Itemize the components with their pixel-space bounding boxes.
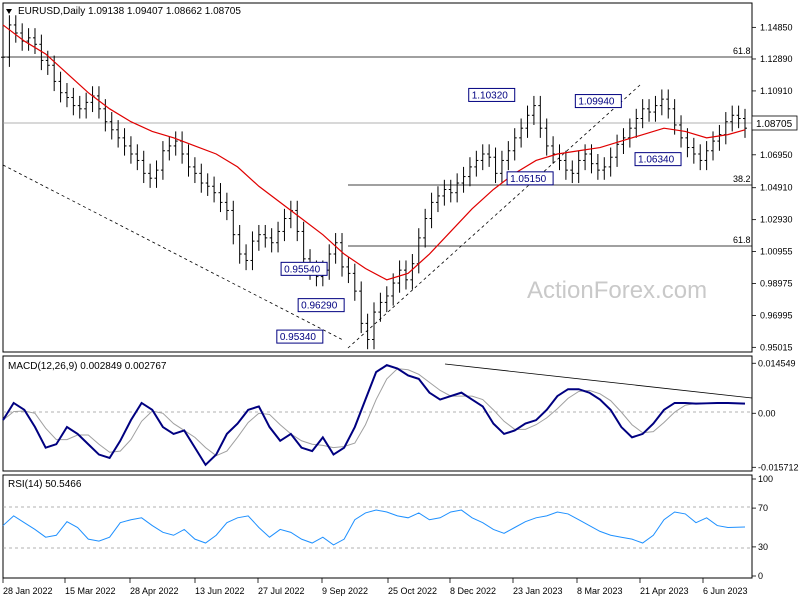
rsi-y-axis: 100 70 30 0 <box>752 474 773 581</box>
rsi-y-tick-label: 100 <box>758 474 773 484</box>
price-y-tick-label: 1.06950 <box>760 150 793 160</box>
dropdown-triangle-icon[interactable] <box>6 9 12 14</box>
macd-y-axis: 0.014549 0.00 -0.015712 <box>752 358 799 472</box>
price-y-tick-label: 1.02930 <box>760 215 793 225</box>
price-annotation: 0.95340 <box>276 329 324 344</box>
rsi-line <box>2 509 746 546</box>
price-annotation: 1.05150 <box>506 171 554 186</box>
price-series-group <box>1 15 747 350</box>
x-tick-label: 28 Apr 2022 <box>130 586 179 596</box>
price-y-tick-label: 0.95015 <box>760 342 793 352</box>
macd-panel <box>2 355 753 472</box>
price-y-tick-label: 0.96995 <box>760 310 793 320</box>
price-y-axis: 1.14850 1.12890 1.10910 1.08705 1.06950 1.049… <box>752 22 793 352</box>
price-annotation: 1.10320 <box>468 87 516 102</box>
rsi-y-tick-label: 70 <box>758 503 768 513</box>
macd-y-tick-label: 0.00 <box>758 408 776 418</box>
price-annotation: 1.09940 <box>574 94 622 109</box>
annotation-box <box>574 94 622 109</box>
annotation-box <box>280 261 328 276</box>
annotation-label: 1.10320 <box>472 90 509 101</box>
trendline-lower <box>2 164 344 341</box>
price-annotation: 0.95540 <box>280 261 328 276</box>
annotations-group: 1.10320 1.09940 1.06340 1.05150 0.95540 0.962… <box>276 87 682 344</box>
x-tick-label: 23 Jan 2023 <box>513 586 563 596</box>
price-y-tick-label: 1.04910 <box>760 183 793 193</box>
x-tick-label: 9 Sep 2022 <box>322 586 368 596</box>
current-price-label: 1.08705 <box>756 119 793 130</box>
price-y-tick-label: 0.98975 <box>760 278 793 288</box>
annotation-label: 1.05150 <box>510 174 547 185</box>
chart-header-ohlc: 1.09138 1.09407 1.08662 1.08705 <box>88 6 241 17</box>
x-axis: 28 Jan 2022 15 Mar 2022 28 Apr 2022 13 Jun … <box>2 578 748 596</box>
price-annotation: 0.96290 <box>297 298 345 313</box>
macd-line <box>2 364 746 467</box>
price-y-tick-label: 1.10910 <box>760 86 793 96</box>
x-tick-label: 15 Mar 2022 <box>65 586 116 596</box>
annotation-box <box>634 152 682 167</box>
macd-y-tick-label: 0.014549 <box>758 358 796 368</box>
macd-signal-line <box>2 368 746 457</box>
price-panel <box>2 2 753 353</box>
trendline-rising <box>347 84 641 349</box>
macd-trendline <box>444 363 753 399</box>
price-annotation: 1.06340 <box>634 152 682 167</box>
annotation-label: 0.95340 <box>280 332 317 343</box>
annotation-box <box>297 298 345 313</box>
watermark: ActionForex.com <box>527 277 707 304</box>
x-tick-label: 21 Apr 2023 <box>640 586 689 596</box>
x-tick-label: 8 Mar 2023 <box>577 586 623 596</box>
x-tick-label: 8 Dec 2022 <box>450 586 496 596</box>
current-price-box <box>751 115 798 131</box>
annotation-box <box>276 329 324 344</box>
rsi-panel <box>2 474 753 579</box>
annotation-label: 0.95540 <box>284 264 321 275</box>
fib-label-3: 61.8 <box>733 235 751 245</box>
rsi-title: RSI(14) 50.5466 <box>8 479 82 490</box>
rsi-y-tick-label: 0 <box>758 571 763 581</box>
x-tick-label: 6 Jun 2023 <box>703 586 748 596</box>
macd-title: MACD(12,26,9) 0.002849 0.002767 <box>8 361 167 372</box>
x-tick-label: 28 Jan 2022 <box>3 586 53 596</box>
rsi-series-group <box>2 509 746 546</box>
annotation-box <box>468 87 516 102</box>
moving-average-line <box>2 24 746 281</box>
price-y-tick-label: 1.12890 <box>760 54 793 64</box>
macd-series-group <box>2 364 746 467</box>
price-y-tick-label: 1.14850 <box>760 22 793 32</box>
x-tick-label: 27 Jul 2022 <box>258 586 305 596</box>
annotation-box <box>506 171 554 186</box>
fib-label-2: 38.2 <box>733 174 751 184</box>
chart-header-symbol: EURUSD,Daily <box>18 6 85 17</box>
annotation-label: 1.06340 <box>638 155 675 166</box>
annotation-label: 0.96290 <box>301 301 338 312</box>
x-tick-label: 25 Oct 2022 <box>388 586 437 596</box>
x-tick-label: 13 Jun 2022 <box>195 586 245 596</box>
annotation-label: 1.09940 <box>578 97 615 108</box>
price-y-tick-label: 1.00955 <box>760 247 793 257</box>
fib-label-1: 61.8 <box>733 46 751 56</box>
ma-series-group <box>2 24 746 281</box>
macd-y-tick-label: -0.015712 <box>758 462 799 472</box>
rsi-y-tick-label: 30 <box>758 542 768 552</box>
